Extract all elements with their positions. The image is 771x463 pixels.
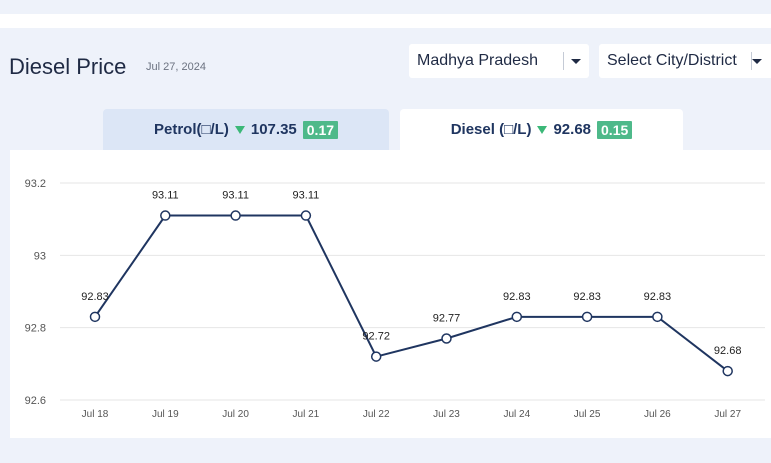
tab-petrol-price: 107.35	[250, 121, 297, 138]
state-select[interactable]: Madhya Pradesh	[409, 44, 589, 78]
data-point	[230, 210, 241, 221]
data-label: 92.83	[81, 291, 109, 303]
page-title: Diesel Price	[9, 54, 127, 79]
chart-card: 92.6 92.8 93 93.2 Jul 18 Jul 19 Jul 20 Jul 21 Ju…	[10, 150, 771, 438]
tab-petrol[interactable]: Petrol(□/L) 107.35 0.17	[103, 109, 389, 150]
tab-diesel-label: Diesel (□/L)	[450, 121, 532, 138]
x-tick-label: Jul 26	[644, 409, 671, 420]
state-select-value: Madhya Pradesh	[417, 52, 538, 69]
data-point	[89, 311, 101, 323]
data-label: 93.11	[152, 190, 179, 202]
x-tick-label: Jul 23	[433, 409, 460, 420]
tab-diesel[interactable]: Diesel (□/L) 92.68 0.15	[400, 109, 683, 150]
x-tick-label: Jul 22	[363, 409, 390, 420]
data-label: 92.83	[644, 291, 672, 303]
down-arrow-icon	[537, 125, 548, 134]
x-tick-label: Jul 27	[714, 409, 741, 420]
city-select-divider	[751, 52, 752, 70]
tab-petrol-label: Petrol(□/L)	[153, 121, 229, 138]
data-label: 92.72	[362, 331, 390, 343]
data-label: 92.83	[503, 291, 531, 303]
data-label: 93.11	[222, 190, 249, 202]
tab-diesel-price: 92.68	[553, 121, 592, 138]
state-select-divider	[563, 52, 564, 70]
data-point	[441, 333, 452, 344]
data-point	[300, 210, 312, 221]
y-tick-label: 92.8	[25, 323, 46, 335]
data-label: 92.68	[714, 345, 742, 357]
x-tick-label: Jul 21	[293, 409, 320, 420]
data-point	[652, 311, 663, 323]
date-label: Jul 27, 2024	[146, 61, 206, 73]
x-tick-label: Jul 18	[82, 409, 109, 420]
x-tick-label: Jul 19	[152, 409, 179, 420]
price-line-chart: 92.6 92.8 93 93.2 Jul 18 Jul 19 Jul 20 Jul 21 Ju…	[25, 178, 765, 420]
tab-diesel-change-badge: 0.15	[597, 120, 633, 139]
data-point	[160, 210, 171, 221]
down-arrow-icon	[234, 125, 245, 134]
y-tick-label: 93.2	[25, 178, 46, 190]
data-point	[722, 365, 733, 377]
data-label: 92.77	[433, 313, 461, 325]
x-tick-label: Jul 20	[222, 409, 249, 420]
top-strip	[0, 14, 771, 28]
y-tick-label: 92.6	[25, 395, 46, 407]
city-select[interactable]: Select City/District	[599, 44, 771, 78]
x-tick-label: Jul 25	[574, 409, 601, 420]
series-line	[94, 214, 729, 372]
data-point	[511, 311, 523, 323]
y-tick-label: 93	[34, 250, 46, 262]
data-label: 93.11	[293, 190, 320, 202]
tab-petrol-change-badge: 0.17	[302, 120, 339, 139]
city-select-value: Select City/District	[607, 52, 737, 69]
data-label: 92.83	[573, 291, 601, 303]
chevron-down-icon[interactable]	[571, 59, 581, 64]
chevron-down-icon[interactable]	[752, 59, 762, 64]
x-tick-label: Jul 24	[503, 409, 530, 420]
bottom-strip	[0, 438, 771, 463]
data-point	[581, 311, 593, 323]
data-point	[370, 351, 382, 362]
